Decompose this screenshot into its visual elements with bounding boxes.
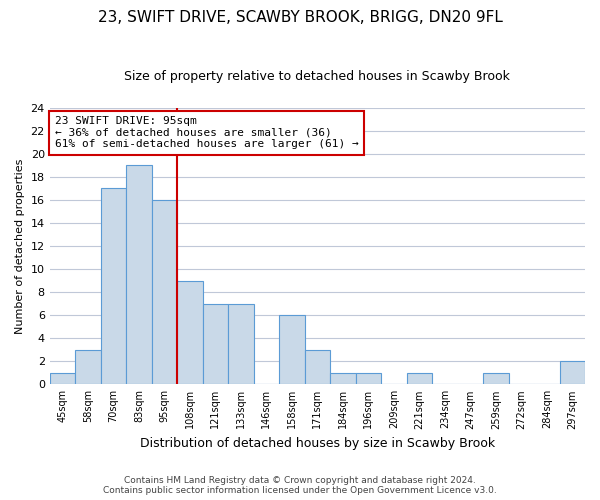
Bar [279,315,305,384]
Bar [330,373,356,384]
Bar [356,373,381,384]
Bar [152,200,177,384]
Bar [101,188,126,384]
Bar [203,304,228,384]
Bar [75,350,101,384]
X-axis label: Distribution of detached houses by size in Scawby Brook: Distribution of detached houses by size … [140,437,495,450]
Bar [305,350,330,384]
Bar [228,304,254,384]
Bar [407,373,432,384]
Text: 23 SWIFT DRIVE: 95sqm
← 36% of detached houses are smaller (36)
61% of semi-deta: 23 SWIFT DRIVE: 95sqm ← 36% of detached … [55,116,359,150]
Bar [560,362,585,384]
Title: Size of property relative to detached houses in Scawby Brook: Size of property relative to detached ho… [124,70,510,83]
Bar [483,373,509,384]
Bar [50,373,75,384]
Y-axis label: Number of detached properties: Number of detached properties [15,158,25,334]
Text: Contains HM Land Registry data © Crown copyright and database right 2024.
Contai: Contains HM Land Registry data © Crown c… [103,476,497,495]
Bar [177,280,203,384]
Bar [126,166,152,384]
Text: 23, SWIFT DRIVE, SCAWBY BROOK, BRIGG, DN20 9FL: 23, SWIFT DRIVE, SCAWBY BROOK, BRIGG, DN… [98,10,502,25]
